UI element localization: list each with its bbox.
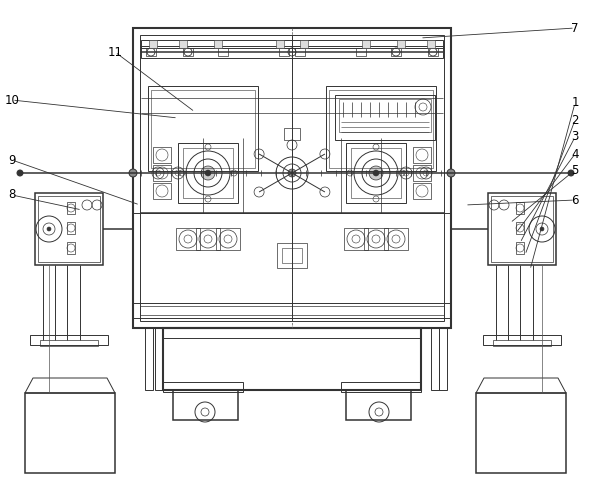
Bar (163, 328, 421, 390)
Bar (153, 165, 171, 181)
Circle shape (129, 169, 137, 177)
Bar (493, 340, 551, 346)
Bar (196, 228, 220, 250)
Bar (339, 99, 431, 132)
Text: 3: 3 (571, 131, 579, 143)
Text: 2: 2 (571, 113, 579, 127)
Circle shape (447, 169, 455, 177)
Text: 9: 9 (8, 153, 16, 167)
Bar (427, 40, 435, 48)
Bar (439, 328, 447, 390)
Circle shape (201, 166, 215, 180)
Bar (295, 48, 305, 56)
Bar (488, 193, 556, 265)
Bar (216, 228, 240, 250)
Text: 10: 10 (5, 94, 20, 106)
Bar (218, 48, 228, 56)
Bar (141, 46, 443, 58)
Bar (516, 242, 524, 254)
Bar (38, 196, 100, 262)
Bar (67, 202, 75, 214)
Bar (279, 48, 289, 56)
Bar (351, 148, 401, 198)
Bar (25, 393, 115, 473)
Bar (276, 40, 284, 48)
Circle shape (369, 166, 383, 180)
Bar (133, 28, 451, 328)
Bar (391, 48, 401, 56)
Bar (362, 40, 370, 48)
Bar (476, 393, 566, 473)
Bar (413, 183, 431, 199)
Bar (483, 335, 561, 345)
Bar (67, 242, 75, 254)
Bar (384, 228, 408, 250)
Bar (214, 40, 222, 48)
Bar (163, 382, 243, 392)
Bar (183, 48, 193, 56)
Bar (300, 40, 308, 48)
Text: 1: 1 (571, 97, 579, 109)
Bar (178, 143, 238, 203)
Bar (335, 95, 435, 140)
Bar (145, 328, 153, 390)
Text: 7: 7 (571, 22, 579, 35)
Bar (344, 228, 368, 250)
Bar (35, 193, 103, 265)
Bar (133, 303, 451, 318)
Text: 8: 8 (8, 188, 16, 202)
Bar (431, 328, 439, 390)
Bar (153, 147, 171, 163)
Bar (141, 40, 443, 48)
Bar (155, 328, 163, 390)
Bar (491, 196, 553, 262)
Bar (516, 222, 524, 234)
Bar (356, 48, 366, 56)
Bar (40, 340, 98, 346)
Circle shape (17, 170, 23, 176)
Bar (397, 40, 405, 48)
Bar (67, 222, 75, 234)
Circle shape (568, 170, 574, 176)
Bar (176, 228, 200, 250)
Bar (326, 86, 436, 171)
Bar (346, 390, 411, 420)
Bar (149, 40, 157, 48)
Bar (153, 183, 171, 199)
Bar (173, 390, 238, 420)
Bar (179, 40, 187, 48)
Bar (30, 335, 108, 345)
Bar (146, 48, 156, 56)
Bar (151, 90, 255, 168)
Circle shape (540, 227, 544, 231)
Circle shape (373, 170, 379, 176)
Bar (140, 306, 444, 315)
Bar (413, 165, 431, 181)
Text: 6: 6 (571, 193, 579, 207)
Text: 11: 11 (108, 45, 122, 59)
Circle shape (288, 169, 296, 177)
Bar (329, 90, 433, 168)
Bar (148, 86, 258, 171)
Circle shape (205, 170, 211, 176)
Bar (341, 382, 421, 392)
Text: 5: 5 (571, 164, 579, 176)
Text: 4: 4 (571, 147, 579, 161)
Bar (346, 143, 406, 203)
Bar (364, 228, 388, 250)
Bar (183, 148, 233, 198)
Circle shape (47, 227, 51, 231)
Bar (428, 48, 438, 56)
Bar (516, 202, 524, 214)
Bar (282, 248, 302, 263)
Bar (277, 243, 307, 268)
Bar (284, 128, 300, 140)
Bar (413, 147, 431, 163)
Bar (140, 35, 444, 321)
